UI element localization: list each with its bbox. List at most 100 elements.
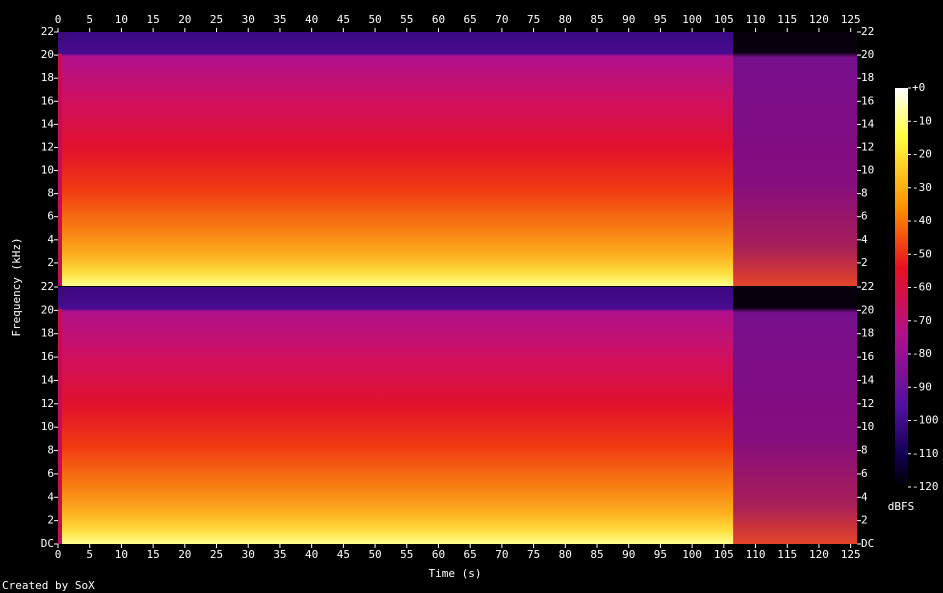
y-tick-label: 18 xyxy=(41,71,54,84)
x-tick-label: 80 xyxy=(559,13,572,26)
x-tick-label: 40 xyxy=(305,548,318,561)
x-tick-label: 55 xyxy=(400,548,413,561)
x-tick-label: 120 xyxy=(809,13,829,26)
y-tick-label: 4 xyxy=(861,490,868,503)
colorbar-tick-label: -10 xyxy=(912,114,932,127)
colorbar-tick-label: -20 xyxy=(912,148,932,161)
y-tick-label: 14 xyxy=(41,373,55,386)
spectrogram xyxy=(58,287,857,544)
x-tick-label: 80 xyxy=(559,548,572,561)
y-tick-label: 16 xyxy=(861,94,874,107)
colorbar-tick-label: -80 xyxy=(912,347,932,360)
y-tick-label: 6 xyxy=(47,467,54,480)
y-tick-label: 4 xyxy=(47,233,54,246)
y-tick-label: 14 xyxy=(861,373,875,386)
y-tick-label: 2 xyxy=(47,514,54,527)
x-tick-label: 95 xyxy=(654,548,667,561)
y-tick-label: 20 xyxy=(861,303,874,316)
colorbar-tick-label: -40 xyxy=(912,214,932,227)
x-tick-label: 60 xyxy=(432,13,445,26)
x-tick-label: 0 xyxy=(55,548,62,561)
x-tick-label: 50 xyxy=(368,13,381,26)
spectrogram xyxy=(58,32,857,286)
x-tick-label: 110 xyxy=(746,548,766,561)
x-tick-label: 10 xyxy=(115,548,128,561)
colorbar-tick-label: -100 xyxy=(912,414,939,427)
colorbar-tick-label: -110 xyxy=(912,447,939,460)
y-tick-label: 22 xyxy=(861,25,874,38)
x-tick-label: 90 xyxy=(622,13,635,26)
colorbar-tick-label: -60 xyxy=(912,281,932,294)
spectrogram-quiet xyxy=(733,287,857,544)
x-tick-label: 70 xyxy=(495,548,508,561)
x-tick-label: 55 xyxy=(400,13,413,26)
y-tick-label: 10 xyxy=(861,420,874,433)
y-tick-label: 2 xyxy=(861,514,868,527)
x-tick-label: 125 xyxy=(841,13,861,26)
y-tick-label: 12 xyxy=(41,397,54,410)
y-tick-label: DC xyxy=(41,537,54,550)
x-tick-label: 30 xyxy=(242,548,255,561)
x-tick-label: 35 xyxy=(273,548,286,561)
y-tick-label: 12 xyxy=(41,140,54,153)
y-tick-label: 14 xyxy=(861,117,875,130)
x-tick-label: 5 xyxy=(86,548,93,561)
x-tick-label: 100 xyxy=(682,13,702,26)
y-tick-label: 22 xyxy=(41,280,54,293)
x-tick-label: 20 xyxy=(178,13,191,26)
x-tick-label: 25 xyxy=(210,548,223,561)
y-tick-label: 10 xyxy=(41,164,54,177)
y-tick-label: 10 xyxy=(861,164,874,177)
y-tick-label: 16 xyxy=(41,350,54,363)
x-tick-label: 75 xyxy=(527,13,540,26)
y-tick-label: 4 xyxy=(47,490,54,503)
y-tick-label: 16 xyxy=(861,350,874,363)
x-axis-label: Time (s) xyxy=(429,567,482,580)
y-tick-label: 8 xyxy=(47,444,54,457)
x-tick-label: 40 xyxy=(305,13,318,26)
y-tick-label: 8 xyxy=(47,187,54,200)
x-tick-label: 15 xyxy=(146,13,159,26)
y-tick-label: 6 xyxy=(47,210,54,223)
y-tick-label: 10 xyxy=(41,420,54,433)
x-tick-label: 70 xyxy=(495,13,508,26)
x-tick-label: 75 xyxy=(527,548,540,561)
y-tick-label: 12 xyxy=(861,140,874,153)
x-tick-label: 110 xyxy=(746,13,766,26)
x-tick-label: 115 xyxy=(777,548,797,561)
colorbar-tick-label: -70 xyxy=(912,314,932,327)
x-tick-label: 15 xyxy=(146,548,159,561)
x-tick-label: 30 xyxy=(242,13,255,26)
x-tick-label: 60 xyxy=(432,548,445,561)
x-tick-label: 65 xyxy=(464,548,477,561)
x-tick-label: 105 xyxy=(714,548,734,561)
y-tick-label: 8 xyxy=(861,444,868,457)
spectrogram-edge xyxy=(58,53,62,287)
x-tick-label: 0 xyxy=(55,13,62,26)
y-axis-label: Frequency (kHz) xyxy=(10,237,23,336)
x-tick-label: 85 xyxy=(590,13,603,26)
x-tick-label: 10 xyxy=(115,13,128,26)
colorbar-tick-label: +0 xyxy=(912,81,925,94)
y-tick-label: 12 xyxy=(861,397,874,410)
y-tick-label: 6 xyxy=(861,467,868,480)
y-tick-label: 18 xyxy=(861,327,874,340)
x-tick-label: 35 xyxy=(273,13,286,26)
y-tick-label: 8 xyxy=(861,187,868,200)
y-tick-label: 6 xyxy=(861,210,868,223)
x-tick-label: 90 xyxy=(622,548,635,561)
x-tick-label: 5 xyxy=(86,13,93,26)
spectrogram-quiet xyxy=(733,32,857,286)
y-tick-label: 20 xyxy=(41,303,54,316)
y-tick-label: 18 xyxy=(41,327,54,340)
x-tick-label: 105 xyxy=(714,13,734,26)
y-tick-label: 14 xyxy=(41,117,55,130)
x-tick-label: 115 xyxy=(777,13,797,26)
y-tick-label: 4 xyxy=(861,233,868,246)
x-tick-label: 120 xyxy=(809,548,829,561)
spectrogram-edge xyxy=(58,308,62,544)
x-tick-label: 65 xyxy=(464,13,477,26)
x-tick-label: 85 xyxy=(590,548,603,561)
x-tick-label: 25 xyxy=(210,13,223,26)
